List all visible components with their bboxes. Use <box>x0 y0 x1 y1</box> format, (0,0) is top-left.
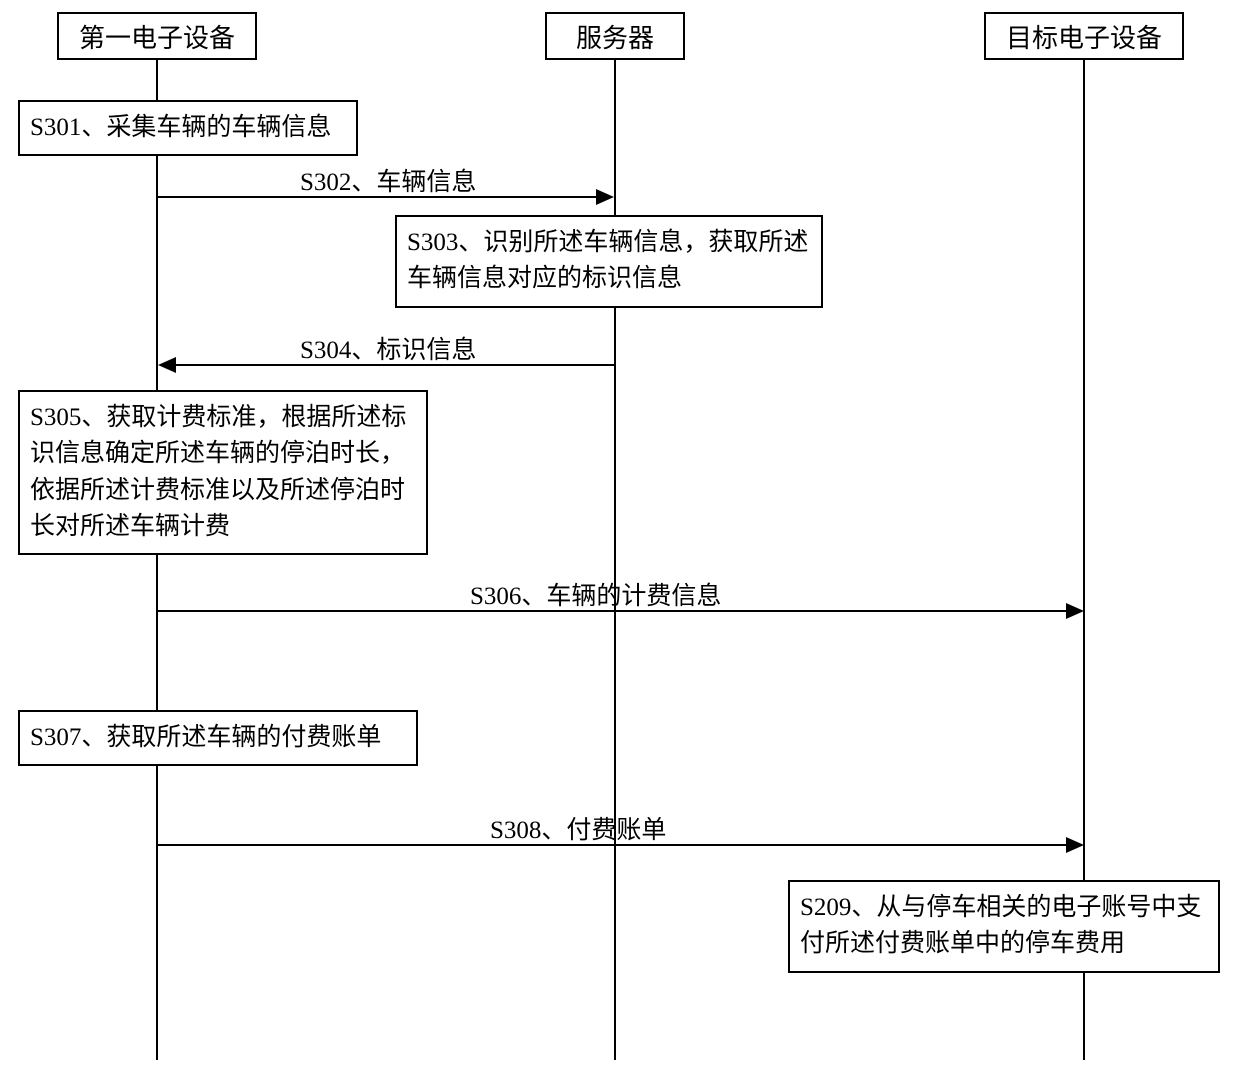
arrow-s308 <box>158 844 1068 846</box>
participant-server: 服务器 <box>545 12 685 60</box>
arrow-head-s304 <box>158 357 176 373</box>
lifeline-p2 <box>614 60 616 1060</box>
step-text: S303、识别所述车辆信息，获取所述车辆信息对应的标识信息 <box>407 229 808 292</box>
arrow-head-s306 <box>1066 603 1084 619</box>
participant-label: 目标电子设备 <box>1006 18 1162 55</box>
step-text: S209、从与停车相关的电子账号中支付所述付费账单中的停车费用 <box>800 894 1201 957</box>
lifeline-p1 <box>156 60 158 1060</box>
participant-target-device: 目标电子设备 <box>984 12 1184 60</box>
step-s305: S305、获取计费标准，根据所述标识信息确定所述车辆的停泊时长，依据所述计费标准… <box>18 390 428 555</box>
arrow-head-s308 <box>1066 837 1084 853</box>
arrow-s304 <box>175 364 615 366</box>
step-text: S305、获取计费标准，根据所述标识信息确定所述车辆的停泊时长，依据所述计费标准… <box>30 404 406 540</box>
step-s307: S307、获取所述车辆的付费账单 <box>18 710 418 766</box>
msg-label-s306: S306、车辆的计费信息 <box>470 576 721 612</box>
participant-first-device: 第一电子设备 <box>57 12 257 60</box>
participant-label: 第一电子设备 <box>79 18 235 55</box>
step-s301: S301、采集车辆的车辆信息 <box>18 100 358 156</box>
msg-label-s308: S308、付费账单 <box>490 810 666 846</box>
msg-label-s302: S302、车辆信息 <box>300 162 476 198</box>
msg-label-s304: S304、标识信息 <box>300 330 476 366</box>
step-s303: S303、识别所述车辆信息，获取所述车辆信息对应的标识信息 <box>395 215 823 308</box>
arrow-s306 <box>158 610 1068 612</box>
participant-label: 服务器 <box>576 18 654 55</box>
step-text: S307、获取所述车辆的付费账单 <box>30 724 381 751</box>
arrow-head-s302 <box>596 189 614 205</box>
step-s209: S209、从与停车相关的电子账号中支付所述付费账单中的停车费用 <box>788 880 1220 973</box>
sequence-diagram: 第一电子设备 服务器 目标电子设备 S301、采集车辆的车辆信息 S302、车辆… <box>0 0 1240 1069</box>
step-text: S301、采集车辆的车辆信息 <box>30 114 331 141</box>
arrow-s302 <box>158 196 598 198</box>
